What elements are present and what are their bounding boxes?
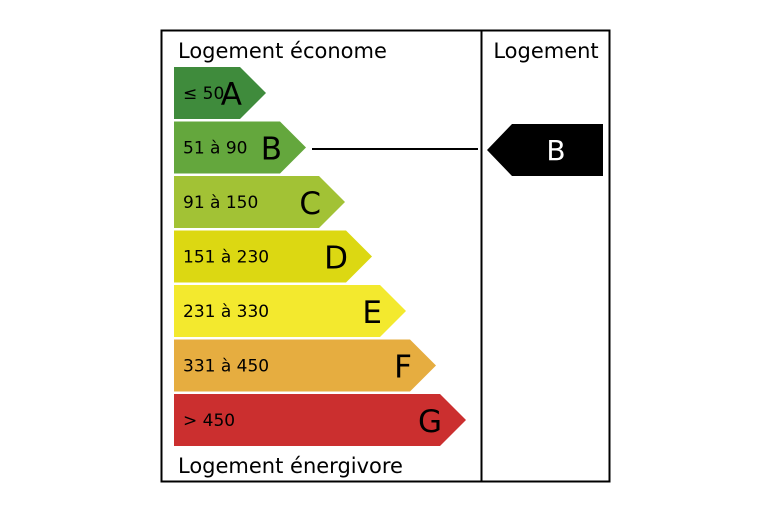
rating-letter: B — [546, 134, 565, 167]
class-bar-shape — [174, 339, 436, 392]
class-bar-g: > 450 G — [174, 394, 466, 446]
class-letter: E — [362, 295, 382, 331]
top-label: Logement économe — [178, 39, 387, 63]
class-letter: B — [261, 132, 282, 168]
rating-column-title: Logement — [493, 39, 598, 63]
class-letter: C — [299, 186, 321, 222]
class-range-label: 91 à 150 — [183, 193, 258, 213]
class-bar-d: 151 à 230 D — [174, 230, 372, 283]
class-range-label: ≤ 50 — [183, 84, 224, 104]
class-bar-shape — [174, 230, 372, 283]
class-bar-shape — [174, 176, 345, 228]
class-bar-c: 91 à 150 C — [174, 176, 345, 228]
class-bar-e: 231 à 330 E — [174, 285, 406, 337]
class-letter: F — [394, 350, 412, 386]
class-letter: D — [324, 241, 348, 277]
rating-column-frame — [480, 29, 611, 483]
class-bar-shape — [174, 67, 266, 119]
rating-arrow: B — [487, 124, 603, 176]
class-bar-f: 331 à 450 F — [174, 339, 436, 392]
class-range-label: 51 à 90 — [183, 139, 248, 159]
class-bars: ≤ 50A 51 à 90 B 91 à 150 C 151 à 230 D 231 à 33… — [174, 67, 466, 446]
class-range-label: 231 à 330 — [183, 302, 269, 322]
class-range-label: > 450 — [183, 411, 235, 431]
class-bar-shape — [174, 285, 406, 337]
class-range-label: 331 à 450 — [183, 357, 269, 377]
class-bar-a: ≤ 50A — [174, 67, 266, 119]
bottom-label: Logement énergivore — [178, 454, 403, 478]
rating-arrow-shape — [487, 124, 603, 176]
class-letter: G — [418, 404, 442, 440]
class-bar-b: 51 à 90 B — [174, 121, 306, 174]
class-range-label: 151 à 230 — [183, 248, 269, 268]
class-bar-shape — [174, 394, 466, 446]
class-bar-shape — [174, 121, 306, 174]
class-letter: A — [221, 77, 242, 113]
